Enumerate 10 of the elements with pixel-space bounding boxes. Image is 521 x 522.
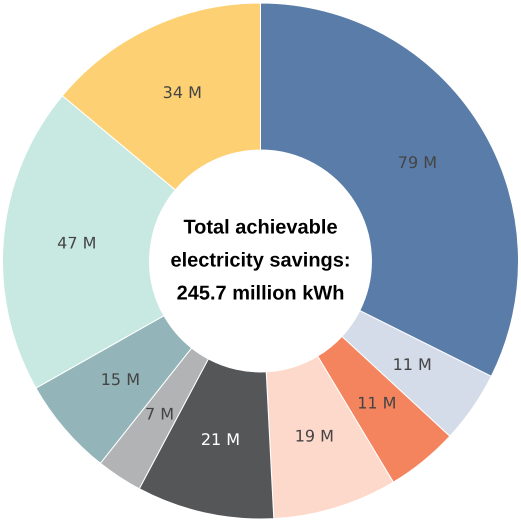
data-label: 19 M	[294, 426, 334, 446]
data-label: 15 M	[100, 370, 140, 390]
data-label: 11 M	[357, 393, 396, 412]
data-label: 7 M	[144, 404, 174, 424]
data-label: 11 M	[392, 355, 432, 374]
text: Total achievable electricity savings: 245.7 million kWh	[170, 216, 351, 305]
data-label: 21 M	[200, 430, 240, 450]
data-label: 47 M	[57, 234, 96, 253]
data-label: 79 M	[398, 153, 438, 172]
data-label: 34 M	[162, 83, 202, 102]
